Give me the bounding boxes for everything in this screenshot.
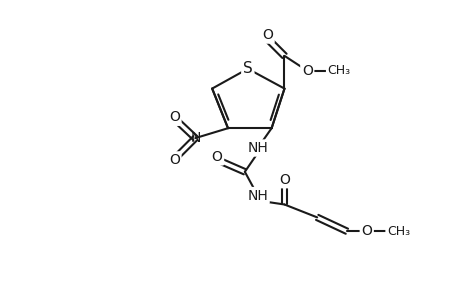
- Text: O: O: [262, 28, 273, 42]
- Text: N: N: [190, 131, 200, 145]
- Text: CH₃: CH₃: [327, 64, 350, 77]
- Text: NH: NH: [247, 141, 268, 155]
- Text: O: O: [169, 153, 179, 167]
- Text: O: O: [360, 224, 371, 238]
- Text: O: O: [211, 150, 222, 164]
- Text: NH: NH: [247, 189, 268, 202]
- Text: O: O: [301, 64, 312, 78]
- Text: O: O: [169, 110, 179, 124]
- Text: O: O: [279, 173, 289, 187]
- Text: CH₃: CH₃: [386, 225, 409, 238]
- Text: S: S: [242, 61, 252, 76]
